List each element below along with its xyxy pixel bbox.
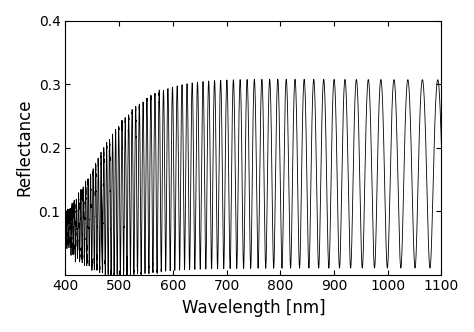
Y-axis label: Reflectance: Reflectance	[15, 99, 33, 196]
X-axis label: Wavelength [nm]: Wavelength [nm]	[182, 299, 325, 317]
